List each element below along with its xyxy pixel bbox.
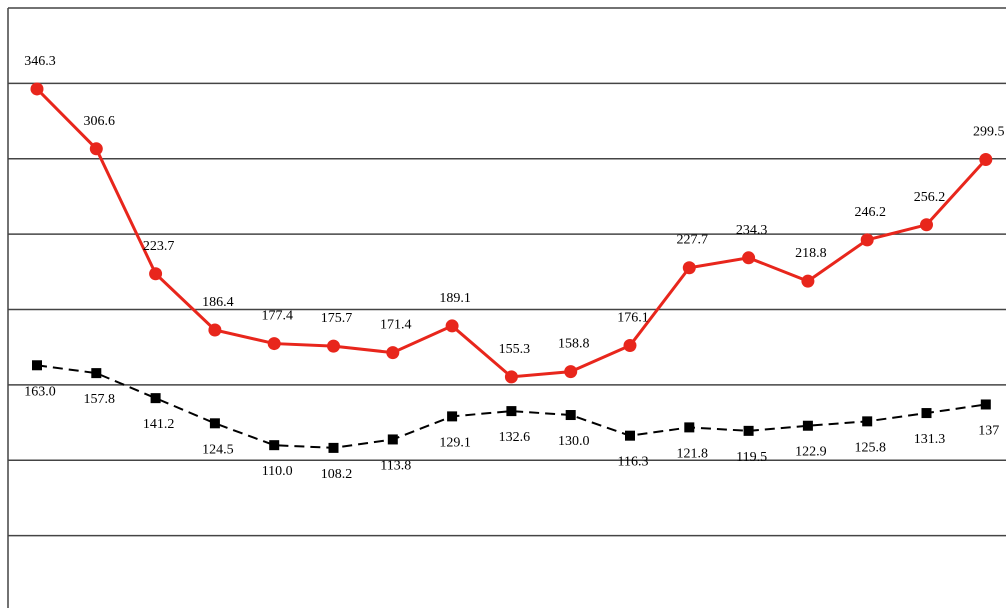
data-label: 256.2 <box>914 190 946 205</box>
data-label: 223.7 <box>143 239 175 254</box>
data-label: 227.7 <box>677 233 709 248</box>
data-label: 175.7 <box>321 311 353 326</box>
point <box>860 233 874 247</box>
data-label: 137 <box>978 423 999 438</box>
data-label: 129.1 <box>439 435 471 450</box>
data-label: 189.1 <box>439 291 471 306</box>
point <box>920 218 933 232</box>
point <box>684 422 695 433</box>
data-label: 125.8 <box>854 440 886 455</box>
point <box>682 261 696 275</box>
data-label: 186.4 <box>202 295 234 310</box>
data-label: 163.0 <box>24 384 56 399</box>
point <box>743 425 754 436</box>
point <box>862 416 873 427</box>
data-label: 171.4 <box>380 318 412 333</box>
data-label: 124.5 <box>202 442 234 457</box>
data-label: 155.3 <box>499 342 531 357</box>
point <box>32 360 42 371</box>
point <box>447 411 458 422</box>
data-label: 116.3 <box>618 455 649 470</box>
data-label: 119.5 <box>736 450 767 465</box>
data-label: 113.8 <box>380 458 411 473</box>
point <box>269 440 280 451</box>
data-label: 299.5 <box>973 125 1005 140</box>
data-label: 234.3 <box>736 223 768 238</box>
point <box>504 370 518 384</box>
point <box>802 420 813 431</box>
point <box>327 339 340 353</box>
point <box>328 442 339 453</box>
point <box>625 430 635 441</box>
point <box>564 365 578 379</box>
series-line <box>35 87 987 379</box>
point <box>565 410 576 421</box>
point <box>980 399 991 410</box>
series-line <box>36 364 986 449</box>
data-label: 246.2 <box>854 205 886 220</box>
point <box>386 346 400 360</box>
data-label: 346.3 <box>24 54 56 69</box>
point <box>150 393 161 404</box>
data-label: 121.8 <box>677 446 709 461</box>
data-label: 122.9 <box>795 445 827 460</box>
point <box>149 267 163 281</box>
point <box>979 153 993 167</box>
data-label: 218.8 <box>795 246 827 261</box>
point <box>506 406 517 417</box>
point <box>921 408 932 419</box>
data-label: 141.2 <box>143 417 175 432</box>
point <box>623 339 637 353</box>
point <box>801 274 815 288</box>
data-label: 157.8 <box>84 392 116 407</box>
data-label: 130.0 <box>558 434 590 449</box>
data-label: 131.3 <box>914 432 946 447</box>
point <box>445 319 459 333</box>
point <box>89 142 103 156</box>
data-label: 306.6 <box>84 114 116 129</box>
point <box>209 418 220 429</box>
data-label: 158.8 <box>558 337 590 352</box>
data-label: 108.2 <box>321 467 353 482</box>
point <box>387 434 398 445</box>
data-label: 177.4 <box>261 309 293 324</box>
point <box>208 323 222 337</box>
point <box>30 82 44 96</box>
point <box>267 337 281 351</box>
data-label: 176.1 <box>617 311 649 326</box>
point <box>742 251 756 265</box>
data-label: 132.6 <box>499 430 531 445</box>
data-label: 110.0 <box>262 464 293 479</box>
point <box>91 368 102 379</box>
